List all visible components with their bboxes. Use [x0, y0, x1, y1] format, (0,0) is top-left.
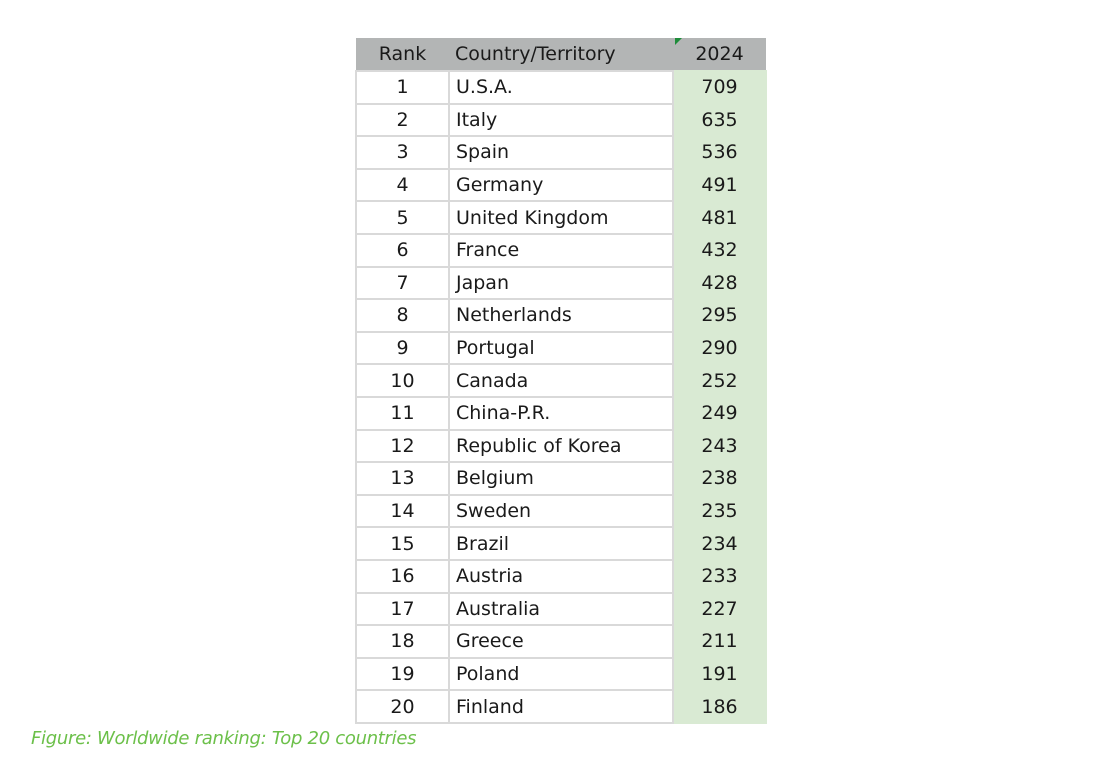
- table-row: 16 Austria 233: [355, 558, 767, 594]
- country-cell: Austria: [448, 558, 674, 594]
- value-cell: 227: [672, 591, 767, 627]
- rank-cell: 3: [355, 135, 450, 170]
- value-cell: 432: [672, 232, 767, 268]
- rank-cell: 9: [355, 330, 450, 366]
- value-cell: 235: [672, 493, 767, 529]
- country-cell: Belgium: [448, 461, 674, 496]
- header-year-label: 2024: [695, 43, 744, 65]
- country-cell: U.S.A.: [448, 70, 674, 105]
- header-rank: Rank: [356, 38, 449, 71]
- country-cell: Netherlands: [448, 298, 674, 333]
- rank-cell: 8: [355, 298, 450, 333]
- table-row: 13 Belgium 238: [355, 461, 767, 496]
- value-cell: 290: [672, 330, 767, 366]
- value-cell: 709: [672, 70, 767, 105]
- country-cell: Portugal: [448, 330, 674, 366]
- table-row: 12 Republic of Korea 243: [355, 428, 767, 464]
- country-cell: Greece: [448, 624, 674, 659]
- figure-caption: Figure: Worldwide ranking: Top 20 countr…: [31, 728, 417, 749]
- rank-cell: 7: [355, 265, 450, 301]
- table-row: 15 Brazil 234: [355, 526, 767, 561]
- country-cell: Republic of Korea: [448, 428, 674, 464]
- rank-cell: 12: [355, 428, 450, 464]
- country-cell: Poland: [448, 656, 674, 692]
- rank-cell: 1: [355, 70, 450, 105]
- rank-cell: 10: [355, 363, 450, 398]
- value-cell: 234: [672, 526, 767, 561]
- rank-cell: 18: [355, 624, 450, 659]
- rank-cell: 6: [355, 232, 450, 268]
- table-row: 19 Poland 191: [355, 656, 767, 692]
- country-cell: Australia: [448, 591, 674, 627]
- country-cell: Germany: [448, 167, 674, 203]
- table-row: 20 Finland 186: [355, 689, 767, 724]
- value-cell: 191: [672, 656, 767, 692]
- country-cell: Spain: [448, 135, 674, 170]
- value-cell: 186: [672, 689, 767, 724]
- table-row: 4 Germany 491: [355, 167, 767, 203]
- rank-cell: 13: [355, 461, 450, 496]
- header-year: 2024: [673, 38, 766, 71]
- rank-cell: 19: [355, 656, 450, 692]
- cell-comment-marker-icon: [675, 38, 682, 45]
- table-row: 8 Netherlands 295: [355, 298, 767, 333]
- value-cell: 211: [672, 624, 767, 659]
- value-cell: 238: [672, 461, 767, 496]
- value-cell: 249: [672, 395, 767, 431]
- value-cell: 536: [672, 135, 767, 170]
- value-cell: 243: [672, 428, 767, 464]
- table-row: 6 France 432: [355, 232, 767, 268]
- header-country: Country/Territory: [449, 38, 673, 71]
- table-row: 17 Australia 227: [355, 591, 767, 627]
- table-row: 1 U.S.A. 709: [355, 70, 767, 105]
- country-cell: Finland: [448, 689, 674, 724]
- table-row: 11 China-P.R. 249: [355, 395, 767, 431]
- country-cell: United Kingdom: [448, 200, 674, 235]
- country-cell: Canada: [448, 363, 674, 398]
- table-row: 7 Japan 428: [355, 265, 767, 301]
- rank-cell: 11: [355, 395, 450, 431]
- rank-cell: 20: [355, 689, 450, 724]
- value-cell: 233: [672, 558, 767, 594]
- table-row: 2 Italy 635: [355, 102, 767, 138]
- rank-cell: 15: [355, 526, 450, 561]
- rank-cell: 4: [355, 167, 450, 203]
- header-row: Rank Country/Territory 2024: [356, 38, 766, 71]
- country-cell: China-P.R.: [448, 395, 674, 431]
- country-cell: France: [448, 232, 674, 268]
- value-cell: 295: [672, 298, 767, 333]
- table-row: 14 Sweden 235: [355, 493, 767, 529]
- country-cell: Italy: [448, 102, 674, 138]
- table-row: 9 Portugal 290: [355, 330, 767, 366]
- country-cell: Japan: [448, 265, 674, 301]
- table-row: 3 Spain 536: [355, 135, 767, 170]
- value-cell: 481: [672, 200, 767, 235]
- rank-cell: 17: [355, 591, 450, 627]
- value-cell: 252: [672, 363, 767, 398]
- country-cell: Brazil: [448, 526, 674, 561]
- value-cell: 491: [672, 167, 767, 203]
- value-cell: 428: [672, 265, 767, 301]
- value-cell: 635: [672, 102, 767, 138]
- table-row: 18 Greece 211: [355, 624, 767, 659]
- rank-cell: 5: [355, 200, 450, 235]
- rank-cell: 2: [355, 102, 450, 138]
- rank-cell: 16: [355, 558, 450, 594]
- rank-cell: 14: [355, 493, 450, 529]
- ranking-table: Rank Country/Territory 2024 1 U.S.A. 709 2 I…: [355, 38, 767, 724]
- country-cell: Sweden: [448, 493, 674, 529]
- table-row: 10 Canada 252: [355, 363, 767, 398]
- table-row: 5 United Kingdom 481: [355, 200, 767, 235]
